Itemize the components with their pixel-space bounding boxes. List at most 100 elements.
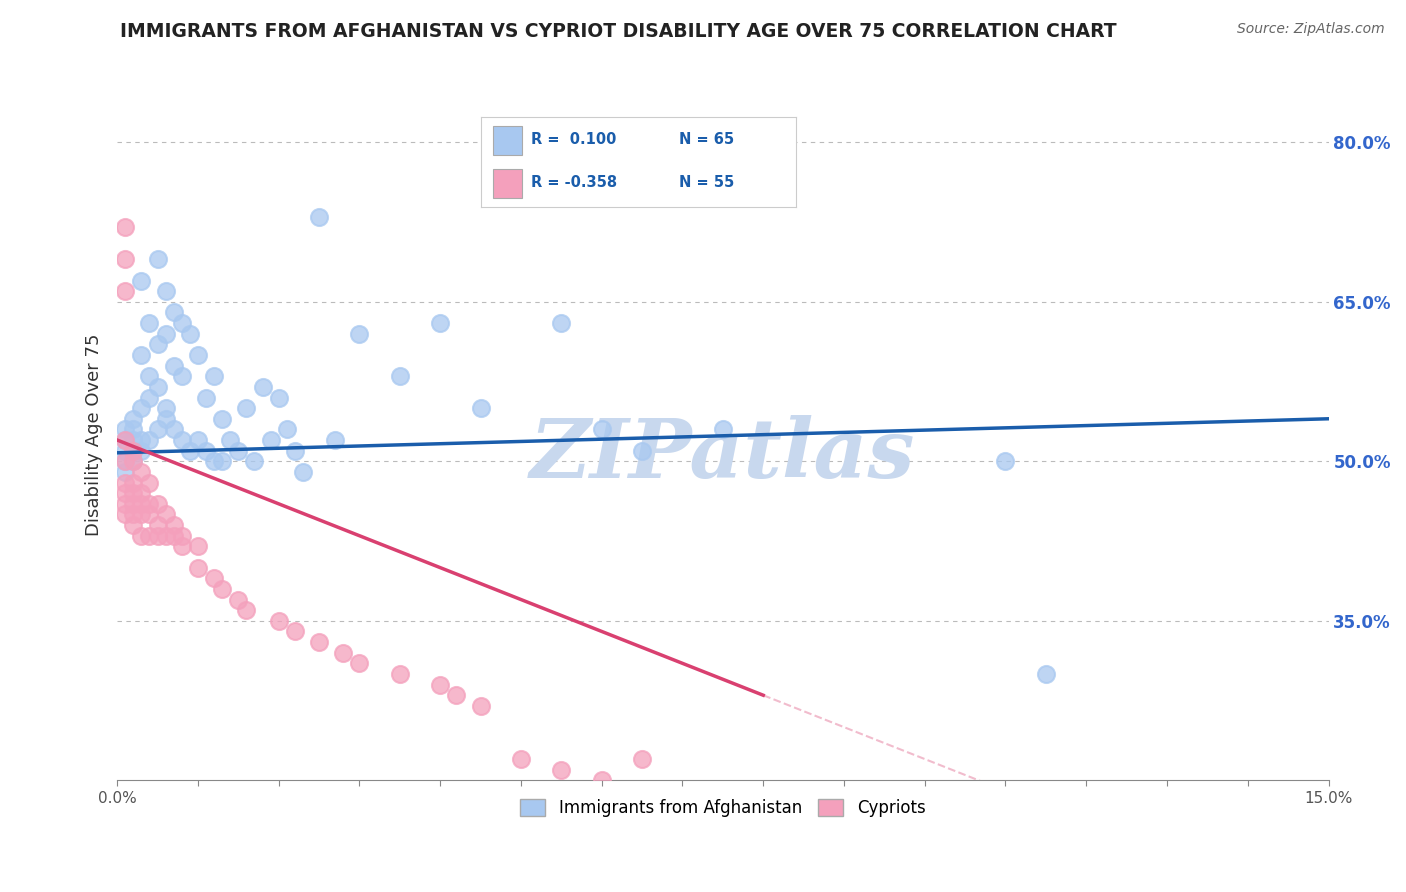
Point bbox=[187, 348, 209, 362]
Point bbox=[510, 752, 533, 766]
Point bbox=[122, 433, 145, 447]
Point bbox=[631, 752, 654, 766]
Point bbox=[1035, 667, 1057, 681]
Point bbox=[994, 454, 1017, 468]
Point bbox=[155, 529, 177, 543]
Point bbox=[155, 326, 177, 341]
Point bbox=[138, 529, 160, 543]
Point bbox=[131, 401, 153, 416]
Point bbox=[146, 497, 169, 511]
Point bbox=[163, 359, 186, 373]
Point bbox=[138, 433, 160, 447]
Point bbox=[131, 486, 153, 500]
Point bbox=[284, 443, 307, 458]
Point bbox=[155, 284, 177, 298]
Point bbox=[114, 433, 136, 447]
Point bbox=[131, 508, 153, 522]
Point bbox=[170, 316, 193, 330]
Point bbox=[114, 252, 136, 267]
Point bbox=[114, 284, 136, 298]
Point bbox=[146, 337, 169, 351]
Point bbox=[323, 433, 346, 447]
Point bbox=[114, 220, 136, 235]
Point bbox=[470, 698, 492, 713]
Point bbox=[187, 540, 209, 554]
Point bbox=[122, 454, 145, 468]
Point bbox=[122, 508, 145, 522]
Point bbox=[550, 763, 572, 777]
Text: IMMIGRANTS FROM AFGHANISTAN VS CYPRIOT DISABILITY AGE OVER 75 CORRELATION CHART: IMMIGRANTS FROM AFGHANISTAN VS CYPRIOT D… bbox=[121, 22, 1116, 41]
Point bbox=[284, 624, 307, 639]
Point bbox=[631, 145, 654, 160]
Point bbox=[114, 433, 136, 447]
Point bbox=[470, 401, 492, 416]
Point bbox=[211, 582, 233, 596]
Point bbox=[195, 391, 218, 405]
Point bbox=[114, 465, 136, 479]
Point bbox=[187, 560, 209, 574]
Point bbox=[388, 369, 411, 384]
Point bbox=[170, 540, 193, 554]
Point bbox=[332, 646, 354, 660]
Point bbox=[195, 443, 218, 458]
Point bbox=[235, 401, 257, 416]
Point bbox=[138, 369, 160, 384]
Point bbox=[122, 443, 145, 458]
Point bbox=[228, 443, 250, 458]
Point bbox=[308, 210, 330, 224]
Point bbox=[122, 475, 145, 490]
Point bbox=[131, 443, 153, 458]
Point bbox=[122, 518, 145, 533]
Y-axis label: Disability Age Over 75: Disability Age Over 75 bbox=[86, 334, 103, 536]
Point bbox=[202, 571, 225, 585]
Point bbox=[155, 401, 177, 416]
Point bbox=[429, 677, 451, 691]
Point bbox=[170, 369, 193, 384]
Point bbox=[122, 486, 145, 500]
Text: Source: ZipAtlas.com: Source: ZipAtlas.com bbox=[1237, 22, 1385, 37]
Point bbox=[131, 529, 153, 543]
Point bbox=[211, 411, 233, 425]
Point bbox=[138, 497, 160, 511]
Point bbox=[170, 433, 193, 447]
Point bbox=[235, 603, 257, 617]
Point bbox=[163, 305, 186, 319]
Point bbox=[163, 422, 186, 436]
Point bbox=[138, 316, 160, 330]
Point bbox=[187, 433, 209, 447]
Point bbox=[131, 465, 153, 479]
Point bbox=[291, 465, 314, 479]
Point bbox=[446, 688, 468, 702]
Point bbox=[631, 443, 654, 458]
Point bbox=[138, 391, 160, 405]
Point bbox=[550, 316, 572, 330]
Point bbox=[429, 316, 451, 330]
Point bbox=[131, 274, 153, 288]
Point bbox=[349, 657, 371, 671]
Point bbox=[114, 443, 136, 458]
Point bbox=[267, 614, 290, 628]
Point bbox=[146, 518, 169, 533]
Point bbox=[138, 475, 160, 490]
Point bbox=[131, 433, 153, 447]
Point bbox=[211, 454, 233, 468]
Point bbox=[114, 486, 136, 500]
Point bbox=[349, 326, 371, 341]
Point bbox=[267, 391, 290, 405]
Point bbox=[179, 326, 201, 341]
Point bbox=[122, 497, 145, 511]
Text: ZIPatlas: ZIPatlas bbox=[530, 416, 915, 495]
Point bbox=[219, 433, 242, 447]
Point bbox=[122, 454, 145, 468]
Point bbox=[308, 635, 330, 649]
Point bbox=[388, 667, 411, 681]
Point bbox=[155, 411, 177, 425]
Point bbox=[711, 422, 734, 436]
Point bbox=[243, 454, 266, 468]
Point bbox=[146, 529, 169, 543]
Point bbox=[122, 411, 145, 425]
Point bbox=[252, 380, 274, 394]
Point bbox=[163, 518, 186, 533]
Point bbox=[114, 508, 136, 522]
Point bbox=[170, 529, 193, 543]
